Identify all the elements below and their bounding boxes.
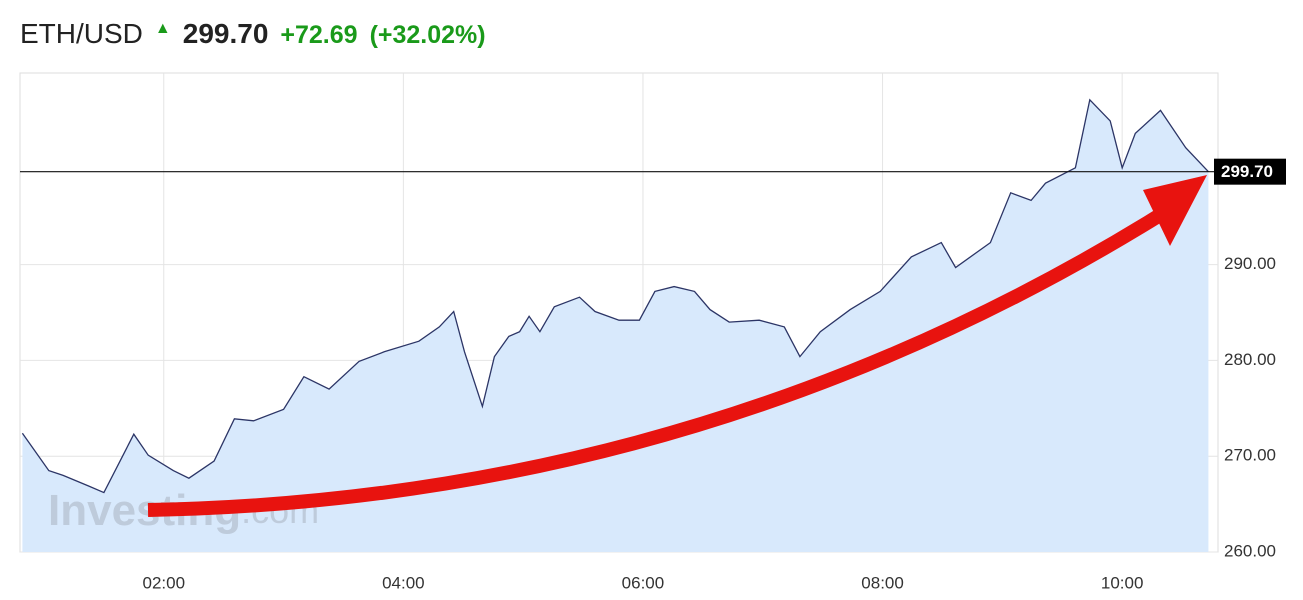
last-price-tag bbox=[1214, 158, 1286, 185]
symbol: ETH/USD bbox=[20, 18, 143, 49]
y-tick-label: 260.00 bbox=[1224, 541, 1276, 560]
last-price-tag-label: 299.70 bbox=[1221, 162, 1273, 181]
x-tick-label: 02:00 bbox=[142, 573, 185, 592]
y-tick-label: 290.00 bbox=[1224, 254, 1276, 273]
plot: 260.00 270.00 280.00 290.00 02:00 04:00 06:00 0… bbox=[19, 72, 1286, 592]
up-arrow: ▲ bbox=[154, 20, 171, 37]
x-tick-label: 06:00 bbox=[622, 573, 665, 592]
change: +72.69 bbox=[280, 21, 358, 49]
line bbox=[21, 98, 1209, 494]
y-tick-label: 270.00 bbox=[1224, 446, 1276, 465]
area bbox=[22, 99, 1209, 553]
x-tick-label: 08:00 bbox=[861, 573, 904, 592]
x-tick-label: 04:00 bbox=[382, 573, 425, 592]
header: ETH/USD ▲ 299.70 +72.69 (+32.02%) bbox=[20, 18, 486, 50]
trend-arrow bbox=[147, 209, 1164, 517]
change-pct: (+32.02%) bbox=[369, 21, 486, 49]
trend-arrow-head bbox=[1143, 175, 1207, 246]
last-price: 299.70 bbox=[182, 18, 269, 49]
x-tick-label: 10:00 bbox=[1101, 573, 1144, 592]
y-tick-label: 280.00 bbox=[1224, 350, 1276, 369]
